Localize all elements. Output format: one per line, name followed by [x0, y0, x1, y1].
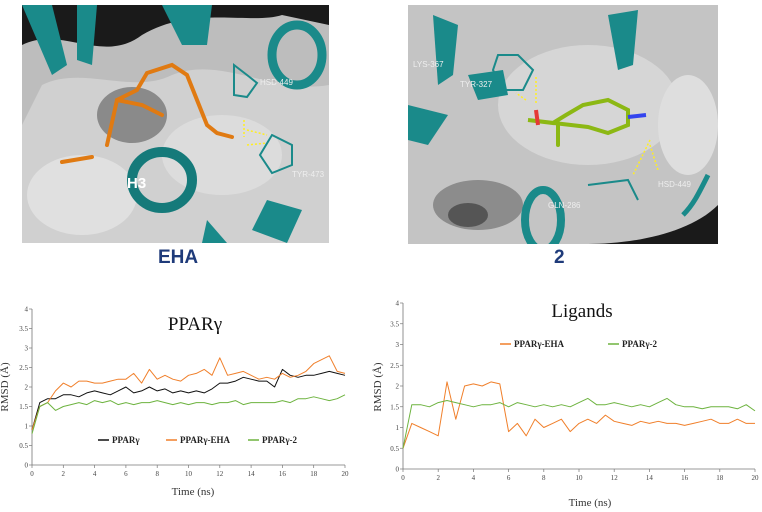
x-axis-label: Time (ns) — [172, 486, 215, 498]
y-tick-label: 3.5 — [390, 320, 399, 328]
x-tick-label: 20 — [342, 470, 350, 478]
compound-2-binding-pocket-illustration: LYS-367 TYR-327 GLN-286 HSD-449 — [408, 5, 718, 244]
residue-label-hsd449: HSD-449 — [658, 180, 691, 189]
y-tick-label: 0 — [25, 462, 29, 470]
series-line-ppar-2 — [31, 394, 346, 434]
legend-label: PPARγ-EHA — [514, 339, 565, 349]
residue-label-tyr327: TYR-327 — [460, 80, 493, 89]
y-tick-label: 2 — [25, 384, 29, 392]
x-tick-label: 12 — [611, 474, 619, 482]
x-tick-label: 4 — [93, 470, 97, 478]
y-tick-label: 1.5 — [19, 403, 28, 411]
x-tick-label: 6 — [124, 470, 128, 478]
x-tick-label: 16 — [279, 470, 287, 478]
y-tick-label: 3 — [396, 341, 400, 349]
x-axis-label: Time (ns) — [569, 497, 612, 509]
series-line-ppar-eha — [31, 355, 346, 431]
y-axis-label: RMSD (Å) — [0, 362, 11, 412]
chart-2: 0 2 4 6 8 10 12 14 16 18 20 0 0.5 1 1.5 2 2.5 3 3.5 4 PPARγ-… — [372, 300, 759, 510]
legend-label: PPARγ-2 — [262, 435, 298, 445]
x-tick-label: 6 — [507, 474, 511, 482]
compound-2-ligand-sticks — [527, 97, 630, 147]
eha-docking-image: HSD-449 TYR-473 H3 — [22, 5, 329, 243]
y-tick-label: 3 — [25, 345, 29, 353]
eha-binding-pocket-illustration: HSD-449 TYR-473 H3 — [22, 5, 329, 243]
compound-2-caption: 2 — [554, 247, 565, 268]
y-tick-label: 0.5 — [19, 442, 28, 450]
x-tick-label: 16 — [681, 474, 689, 482]
x-tick-label: 8 — [155, 470, 159, 478]
y-tick-label: 0.5 — [390, 445, 399, 453]
y-tick-label: 1 — [25, 423, 29, 431]
x-tick-label: 10 — [185, 470, 193, 478]
y-tick-label: 2.5 — [390, 362, 399, 370]
chart-title: PPARγ — [168, 314, 222, 335]
helix-label-h3: H3 — [127, 175, 146, 192]
residue-label-hsd449: HSD-449 — [260, 78, 293, 87]
y-tick-label: 4 — [396, 300, 400, 308]
x-tick-label: 18 — [310, 470, 318, 478]
series-line-ppar-2 — [402, 397, 756, 449]
x-tick-label: 12 — [216, 470, 224, 478]
y-axis-label: RMSD (Å) — [372, 362, 384, 412]
y-tick-label: 0 — [396, 466, 400, 474]
legend-label: PPARγ-EHA — [180, 435, 231, 445]
eha-caption: EHA — [158, 247, 199, 268]
chart-title: Ligands — [551, 301, 612, 322]
y-tick-label: 4 — [25, 306, 29, 314]
x-tick-label: 2 — [436, 474, 440, 482]
x-tick-label: 20 — [752, 474, 760, 482]
y-tick-label: 2 — [396, 383, 400, 391]
x-tick-label: 8 — [542, 474, 546, 482]
y-tick-label: 1 — [396, 424, 400, 432]
series-line-ppar-eha — [402, 381, 755, 449]
x-tick-label: 18 — [716, 474, 724, 482]
x-tick-label: 10 — [576, 474, 584, 482]
y-tick-label: 1.5 — [390, 403, 399, 411]
x-tick-label: 4 — [472, 474, 476, 482]
residue-label-tyr473: TYR-473 — [292, 170, 325, 179]
y-tick-label: 3.5 — [19, 325, 28, 333]
y-tick-label: 2.5 — [19, 364, 28, 372]
legend-label: PPARγ-2 — [622, 339, 658, 349]
chart-1: 0 2 4 6 8 10 12 14 16 18 20 0 0.5 1 1.5 2 2.5 3 3.5 4 PPARγ P… — [0, 306, 349, 499]
series-line-ppar- — [31, 368, 346, 431]
residue-label-lys367: LYS-367 — [413, 60, 444, 69]
legend-label: PPARγ — [112, 435, 140, 445]
x-tick-label: 0 — [30, 470, 34, 478]
x-tick-label: 14 — [646, 474, 654, 482]
eha-ligand-sticks — [60, 62, 234, 164]
x-tick-label: 14 — [248, 470, 256, 478]
x-tick-label: 2 — [62, 470, 66, 478]
x-tick-label: 0 — [401, 474, 405, 482]
residue-label-gln286: GLN-286 — [548, 201, 581, 210]
compound-2-docking-image: LYS-367 TYR-327 GLN-286 HSD-449 — [408, 5, 718, 244]
